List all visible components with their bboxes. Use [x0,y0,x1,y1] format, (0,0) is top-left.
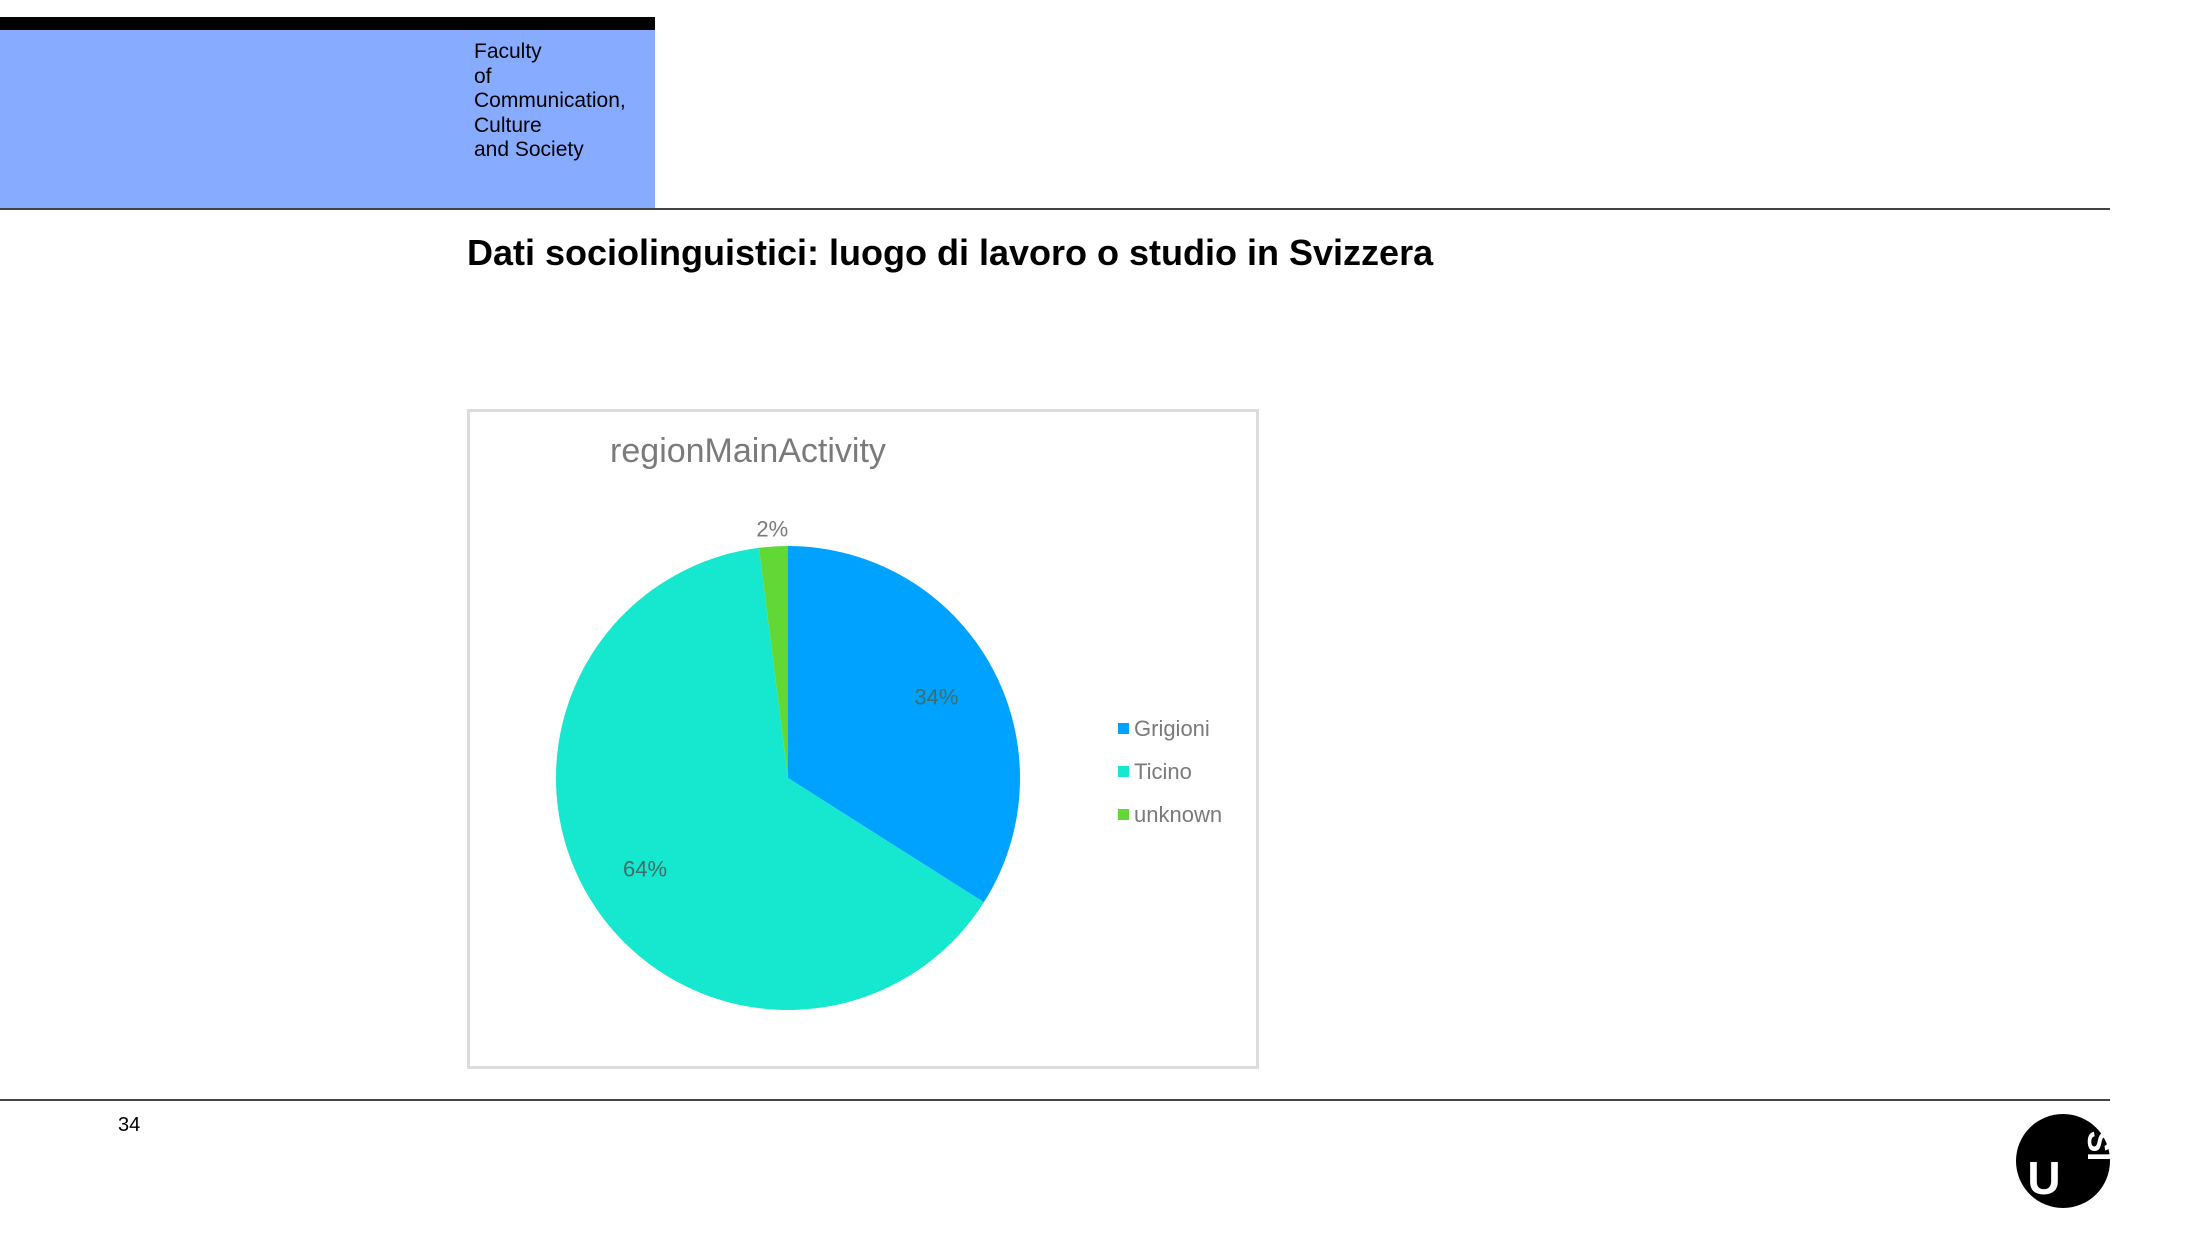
legend-label-grigioni: Grigioni [1134,716,1210,741]
faculty-line: Communication, [474,89,626,112]
faculty-line: of [474,64,492,88]
footer-divider [0,1099,2110,1101]
pie-data-labels: 34% 64% 2% [623,516,958,881]
pie-chart: regionMainActivity 34% 64% 2% Grigioni Tici… [556,432,1222,1010]
pie-data-label: 34% [914,684,958,709]
pie-data-label: 64% [623,857,667,882]
pie-slice-unknown [758,546,788,778]
legend-swatch-unknown [1118,809,1129,820]
chart-legend: Grigioni Ticino unknown [1118,716,1222,827]
pie-data-label: 2% [756,516,788,541]
page-number: 34 [118,1114,141,1136]
pie-slice-grigioni [788,546,1020,903]
chart-frame: regionMainActivity 34% 64% 2% Grigioni Tici… [467,409,1259,1069]
faculty-line: Faculty [474,40,542,63]
legend-label-ticino: Ticino [1134,759,1192,784]
logo-letter-u: U [2027,1152,2060,1204]
logo-letters-si: SI [2081,1131,2110,1161]
header-top-bar [0,17,655,30]
pie-slice-ticino [556,547,984,1010]
usi-logo: U SI [2016,1114,2110,1208]
legend-swatch-grigioni [1118,723,1129,734]
legend-swatch-ticino [1118,766,1129,777]
faculty-line: and Society [474,138,584,161]
faculty-name: Faculty of Communication, Culture and So… [474,40,626,163]
logo-circle [2016,1114,2110,1208]
pie-slices [556,546,1020,1010]
faculty-header-block: Faculty of Communication, Culture and So… [0,30,655,208]
chart-title: regionMainActivity [610,432,886,470]
legend-label-unknown: unknown [1134,802,1222,827]
faculty-line: Culture [474,113,542,137]
header-divider [0,208,2110,210]
slide-title: Dati sociolinguistici: luogo di lavoro o… [467,232,1434,273]
